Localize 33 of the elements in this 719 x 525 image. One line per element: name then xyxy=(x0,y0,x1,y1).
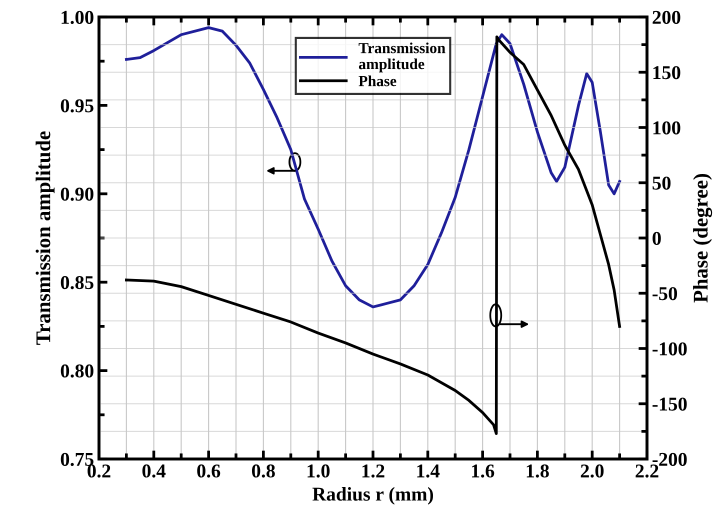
y-axis-title: Transmission amplitude xyxy=(36,131,55,345)
y2-tick-label: -200 xyxy=(652,452,687,466)
x-tick-label: 1.4 xyxy=(417,464,440,478)
line-series xyxy=(125,26,621,308)
y2-tick-label: 100 xyxy=(653,121,680,134)
x-tick-label: 0.4 xyxy=(142,464,166,478)
legend-label: Transmission amplitude xyxy=(358,42,446,72)
y-tick-label: 0.85 xyxy=(60,276,94,290)
x-tick-label: 1.6 xyxy=(472,464,494,478)
x-tick-label: 0.2 xyxy=(88,464,110,478)
x-tick-label: 0.8 xyxy=(252,464,275,478)
legend-label: Phase xyxy=(358,75,396,86)
y-tick-label: 1.00 xyxy=(62,10,94,24)
y2-axis-title: Phase (degree) xyxy=(693,174,712,303)
y2-tick-label: -150 xyxy=(652,398,687,411)
y2-tick-label: 50 xyxy=(652,176,671,190)
x-tick-label: 1.0 xyxy=(308,464,330,478)
x-tick-label: 1.8 xyxy=(526,464,549,478)
y2-tick-label: 150 xyxy=(653,66,680,80)
x-tick-label: 1.2 xyxy=(362,464,384,478)
y2-tick-label: 200 xyxy=(652,10,680,24)
line-series xyxy=(125,36,621,435)
y-tick-label: 0.80 xyxy=(60,364,94,378)
x-tick-label: 2.0 xyxy=(580,464,604,478)
y2-tick-label: -50 xyxy=(652,287,678,300)
x-tick-label: 2.2 xyxy=(636,464,658,478)
y-tick-label: 0.95 xyxy=(60,99,94,112)
x-tick-label: 0.6 xyxy=(197,464,220,478)
y2-tick-label: -100 xyxy=(652,342,687,356)
y-tick-label: 0.90 xyxy=(60,188,94,201)
y-tick-label: 0.75 xyxy=(60,452,94,466)
x-axis-title: Radius r (mm) xyxy=(312,487,434,505)
y2-tick-label: 0 xyxy=(652,232,661,245)
